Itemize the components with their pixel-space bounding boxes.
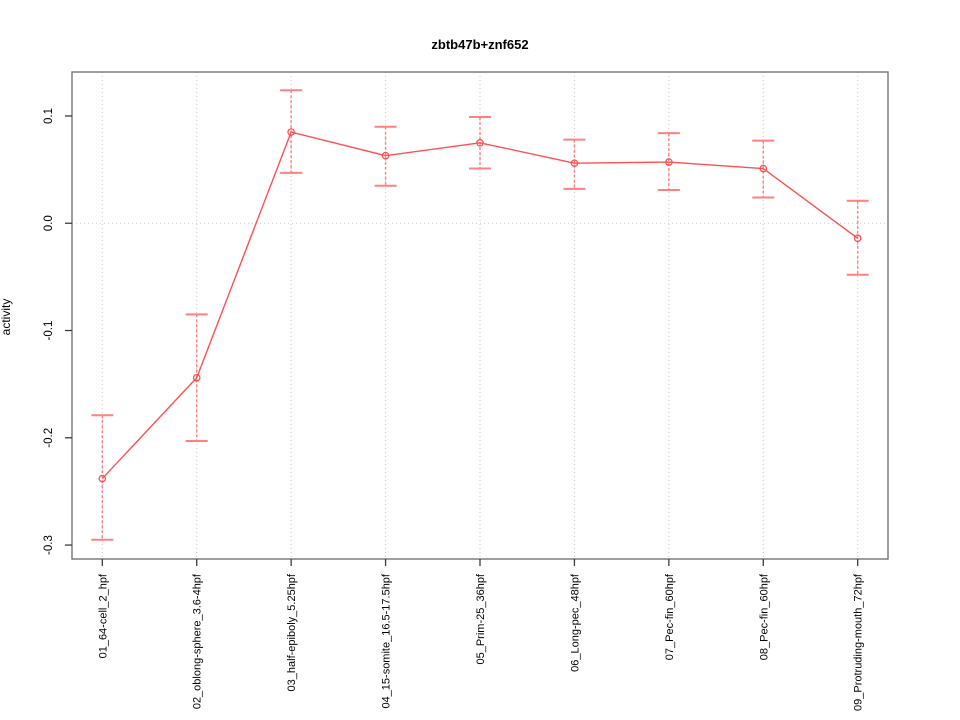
- data-point: [192, 373, 201, 382]
- x-tick-label: 02_oblong-sphere_3.6-4hpf: [192, 573, 204, 709]
- data-point: [570, 159, 579, 168]
- data-point: [381, 151, 390, 160]
- y-tick-label: 0.0: [43, 215, 55, 231]
- x-tick-label: 08_Pec-fin_60hpf: [758, 573, 770, 660]
- y-tick-label: -0.2: [43, 428, 55, 448]
- data-point: [759, 164, 768, 173]
- x-tick-label: 03_half-epiboly_5.25hpf: [286, 573, 298, 691]
- data-point: [476, 138, 484, 147]
- x-tick-label: 01_64-cell_2_hpf: [97, 573, 109, 658]
- data-point: [664, 158, 673, 166]
- x-tick-label: 05_Prim-25_36hpf: [475, 573, 487, 664]
- chart-title: zbtb47b+znf652: [431, 37, 529, 52]
- y-tick-label: 0.1: [43, 108, 55, 124]
- x-tick-label: 06_Long-pec_48hpf: [569, 573, 581, 672]
- y-tick-label: -0.1: [43, 321, 55, 341]
- x-tick-label: 04_15-somite_16.5-17.5hpf: [381, 573, 393, 708]
- data-line: [101, 131, 859, 480]
- data-point: [287, 128, 295, 136]
- x-tick-label: 09_Protruding-mouth_72hpf: [853, 573, 865, 711]
- x-tick-label: 07_Pec-fin_60hpf: [664, 573, 676, 660]
- data-point: [853, 234, 862, 243]
- y-tick-label: -0.3: [43, 535, 55, 555]
- data-point: [98, 474, 107, 483]
